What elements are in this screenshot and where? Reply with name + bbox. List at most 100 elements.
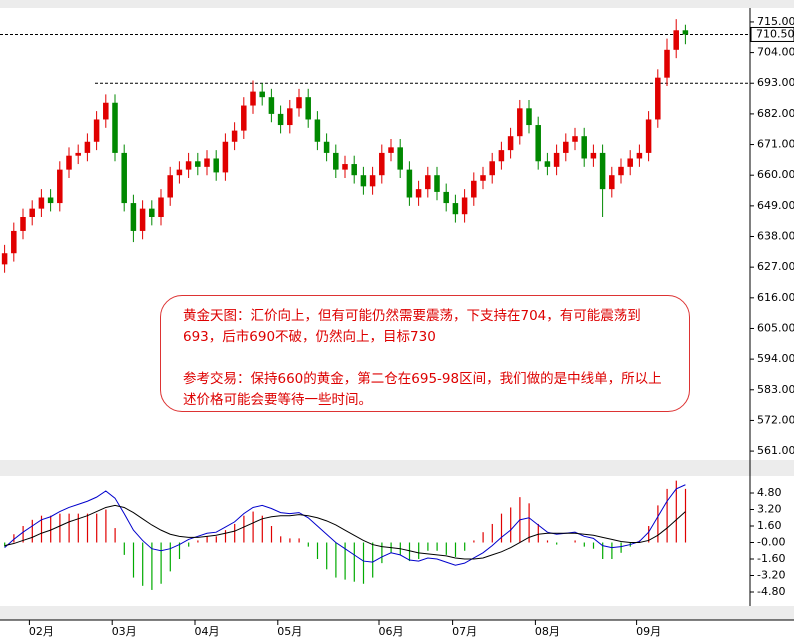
macd-bar bbox=[335, 542, 337, 578]
macd-bar bbox=[556, 542, 558, 545]
candle-body bbox=[682, 30, 689, 35]
macd-bar bbox=[574, 540, 576, 543]
y-tick-label: 627.00 bbox=[757, 260, 794, 273]
candle-body bbox=[379, 152, 385, 176]
candle-body bbox=[425, 175, 431, 190]
macd-bar bbox=[684, 488, 687, 543]
x-tick-label: 03月 bbox=[112, 625, 137, 638]
candle-body bbox=[20, 217, 26, 231]
candle-body bbox=[268, 97, 275, 114]
candle-body bbox=[443, 191, 449, 204]
candle-body bbox=[112, 102, 118, 153]
candle-body bbox=[139, 208, 146, 231]
macd-bar bbox=[160, 542, 162, 584]
candle-body bbox=[434, 175, 440, 192]
macd-bar bbox=[592, 542, 595, 549]
macd-bar bbox=[326, 542, 328, 570]
candle-body bbox=[277, 113, 284, 126]
y-tick-label: -0.00 bbox=[757, 536, 785, 549]
macd-bar bbox=[234, 523, 236, 543]
macd-bar bbox=[178, 542, 181, 560]
candle-body bbox=[29, 208, 35, 218]
candle-body bbox=[360, 175, 367, 187]
y-tick-label: 715.00 bbox=[757, 15, 794, 28]
candle-body bbox=[535, 125, 541, 162]
candle-body bbox=[461, 197, 468, 215]
candle-body bbox=[563, 141, 569, 153]
candle-body bbox=[572, 136, 578, 142]
candle-body bbox=[673, 30, 679, 50]
x-tick-label: 07月 bbox=[452, 625, 477, 638]
macd-bar bbox=[464, 542, 466, 551]
top-bar bbox=[0, 0, 794, 8]
macd-bar bbox=[491, 523, 493, 543]
macd-bar bbox=[602, 542, 604, 560]
macd-bar bbox=[31, 519, 33, 543]
candle-body bbox=[553, 152, 560, 167]
macd-bar bbox=[188, 542, 190, 547]
candle-body bbox=[655, 77, 661, 120]
macd-bar bbox=[381, 542, 383, 564]
candle-body bbox=[103, 102, 109, 120]
candle-body bbox=[415, 189, 422, 198]
candle-body bbox=[314, 119, 321, 142]
macd-bar bbox=[583, 542, 585, 547]
candle-body bbox=[526, 108, 532, 126]
candle-body bbox=[250, 91, 256, 106]
macd-bar bbox=[445, 542, 447, 555]
y-tick-label: 671.00 bbox=[757, 138, 794, 151]
candle-body bbox=[342, 164, 348, 170]
y-tick-label: 616.00 bbox=[757, 291, 794, 304]
candle-body bbox=[507, 136, 514, 151]
candle-body bbox=[176, 169, 183, 176]
macd-bar bbox=[362, 542, 365, 584]
candle-body bbox=[664, 49, 670, 78]
candle-body bbox=[636, 152, 643, 159]
annotation-text: 黄金天图：汇价向上，但有可能仍然需要震荡，下支持在704，有可能震荡到693，后… bbox=[183, 308, 641, 345]
candle-body bbox=[195, 161, 201, 167]
y-tick-label: 693.00 bbox=[757, 76, 794, 89]
x-tick-label: 04月 bbox=[195, 625, 220, 638]
macd-bar bbox=[537, 523, 539, 543]
macd-bar bbox=[280, 536, 282, 543]
candle-body bbox=[213, 158, 219, 173]
candle-body bbox=[489, 161, 495, 176]
candle-body bbox=[222, 141, 229, 173]
candle-body bbox=[158, 197, 164, 218]
macd-bar bbox=[316, 542, 319, 560]
macd-bar bbox=[59, 513, 61, 543]
macd-bar bbox=[77, 513, 79, 543]
candle-body bbox=[296, 97, 302, 109]
macd-bar bbox=[142, 542, 144, 586]
candle-body bbox=[75, 152, 81, 156]
candle-body bbox=[204, 158, 210, 167]
macd-bar bbox=[620, 542, 622, 553]
candle-body bbox=[167, 175, 173, 198]
candle-body bbox=[406, 169, 413, 198]
macd-bar bbox=[68, 513, 70, 543]
annotation-box: 黄金天图：汇价向上，但有可能仍然需要震荡，下支持在704，有可能震荡到693，后… bbox=[160, 295, 690, 412]
annotation-text: 参考交易：保持660的黄金，第二仓在695-98区间，我们做的是中线单，所以上述… bbox=[183, 371, 662, 408]
macd-bar bbox=[243, 515, 245, 543]
macd-bar bbox=[215, 536, 217, 543]
candle-body bbox=[544, 161, 551, 167]
candle-body bbox=[599, 152, 606, 190]
macd-bar bbox=[40, 515, 43, 543]
candle-body bbox=[498, 150, 505, 162]
macd-bar bbox=[50, 515, 52, 543]
candle-body bbox=[84, 141, 91, 153]
candle-body bbox=[38, 197, 45, 209]
candle-body bbox=[627, 158, 633, 167]
candle-body bbox=[590, 152, 597, 159]
macd-bar bbox=[270, 526, 273, 543]
macd-bar bbox=[132, 542, 135, 578]
macd-bar bbox=[427, 542, 429, 551]
x-tick-label: 09月 bbox=[636, 625, 661, 638]
candle-body bbox=[618, 166, 624, 176]
bottom-bar bbox=[0, 606, 794, 620]
y-tick-label: 649.00 bbox=[757, 199, 794, 212]
macd-bar bbox=[298, 538, 300, 543]
candle-body bbox=[241, 105, 247, 131]
